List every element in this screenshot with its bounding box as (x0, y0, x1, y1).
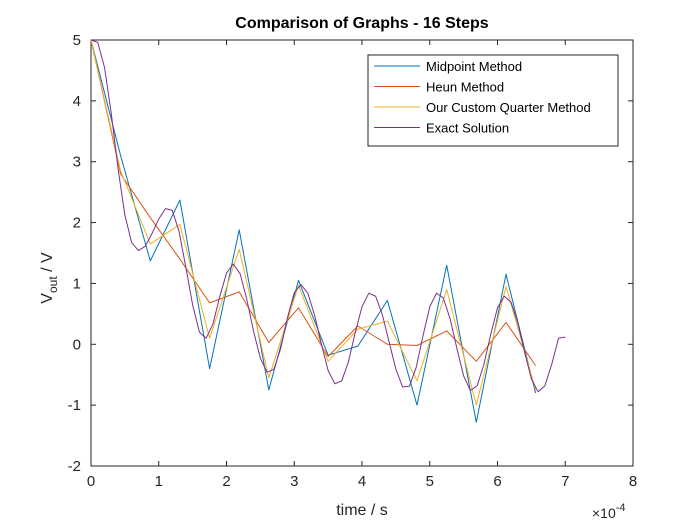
x-exponent-prefix: ×10 (592, 505, 616, 521)
x-exponent-power: -4 (616, 502, 626, 514)
x-tick-label: 8 (629, 473, 637, 490)
series-line-1 (90, 39, 537, 423)
series-line-3 (90, 39, 537, 406)
x-axis-label: time / s (336, 502, 388, 519)
legend-entry: Heun Method (426, 80, 504, 95)
chart-title: Comparison of Graphs - 16 Steps (235, 15, 488, 32)
y-tick-label: -2 (68, 458, 81, 475)
y-axis-label-base: V (39, 293, 56, 304)
legend-entry: Exact Solution (426, 121, 509, 136)
y-tick-label: 0 (73, 336, 81, 353)
y-tick-label: 2 (73, 215, 81, 232)
y-tick-label: 1 (73, 275, 81, 292)
x-tick-label: 5 (426, 473, 434, 490)
x-tick-label: 3 (290, 473, 298, 490)
series-line-4 (90, 39, 566, 393)
y-tick-label: 5 (73, 32, 81, 49)
x-tick-label: 1 (155, 473, 163, 490)
legend-box (367, 54, 619, 147)
x-tick-label: 0 (87, 473, 95, 490)
y-tick-label: 4 (73, 93, 81, 110)
y-tick-label: -1 (68, 397, 81, 414)
x-tick-label: 7 (561, 473, 569, 490)
y-tick-label: 3 (73, 154, 81, 171)
legend-entry: Midpoint Method (426, 59, 522, 74)
legend: Midpoint Method Heun Method Our Custom Qua… (367, 54, 619, 147)
x-tick-label: 4 (358, 473, 366, 490)
y-axis-label: Vout / V (39, 252, 60, 304)
y-axis-label-subscript: out (46, 276, 60, 293)
x-axis-exponent: ×10-4 (592, 502, 626, 521)
legend-entry: Our Custom Quarter Method (426, 100, 591, 115)
y-axis-label-suffix: / V (39, 252, 56, 276)
x-tick-label: 2 (222, 473, 230, 490)
series-layer (90, 39, 566, 423)
axis-ticks: 0 1 2 3 4 5 6 7 8 -2 -1 0 1 2 3 4 5 (68, 32, 638, 490)
x-tick-label: 6 (493, 473, 501, 490)
